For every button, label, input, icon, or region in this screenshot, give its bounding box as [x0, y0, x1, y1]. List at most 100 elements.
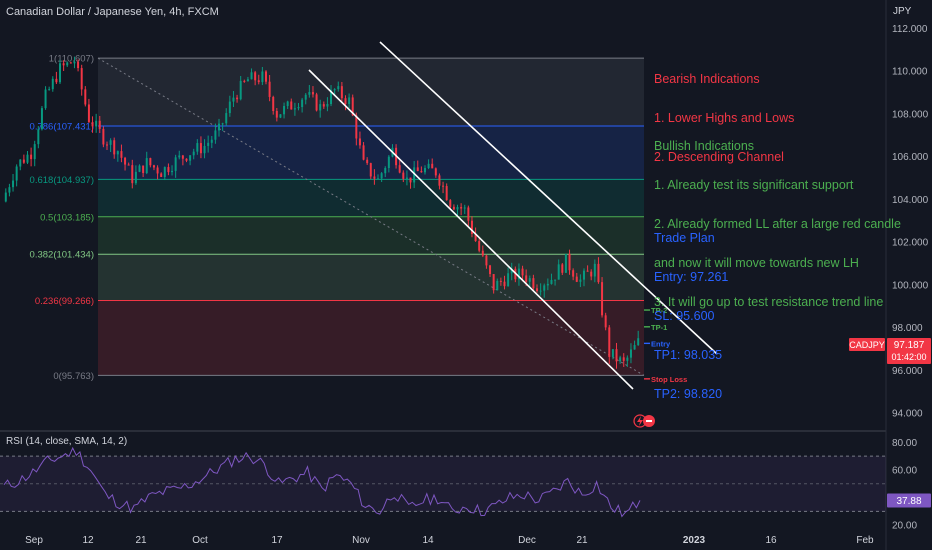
fib-level-label: 0.382(101.434) [30, 250, 94, 261]
candle-body [40, 108, 43, 130]
candle-body [116, 151, 119, 155]
candle-body [358, 138, 361, 146]
candle-body [586, 270, 589, 272]
candle-body [236, 97, 239, 100]
bearish-note-line: Bearish Indications [654, 72, 760, 86]
last-price-symbol: CADJPY [849, 340, 885, 350]
time-tick-label: 2023 [683, 535, 706, 546]
no-entry-icon-bar [646, 420, 652, 422]
candle-body [387, 156, 390, 169]
trade-plan-line: Entry: 97.261 [654, 270, 729, 284]
fib-zone [98, 216, 644, 255]
bullish-note-line: 2. Already formed LL after a large red c… [654, 217, 901, 231]
candle-body [243, 80, 246, 82]
candle-body [239, 80, 242, 100]
candle-body [44, 89, 47, 109]
candle-body [449, 200, 452, 207]
candle-body [160, 173, 163, 178]
candle-body [333, 89, 336, 91]
candle-body [546, 283, 549, 286]
candle-body [507, 273, 510, 287]
candle-body [189, 155, 192, 161]
candle-body [590, 271, 593, 277]
candle-body [84, 89, 87, 105]
candle-body [145, 158, 148, 174]
candle-body [485, 255, 488, 266]
candle-body [261, 71, 264, 83]
bullish-note-line: 3. It will go up to test resistance tren… [654, 295, 884, 309]
fib-zone [98, 254, 644, 301]
candle-body [348, 97, 351, 105]
rsi-line [3, 446, 641, 518]
candle-body [80, 68, 83, 90]
candle-body [304, 94, 307, 100]
candle-body [138, 165, 141, 172]
candle-body [232, 97, 235, 102]
time-tick-label: 21 [576, 535, 588, 546]
candle-body [156, 167, 159, 174]
candle-body [167, 167, 170, 173]
fib-level-label: 0.786(107.431) [30, 122, 94, 133]
candle-body [330, 90, 333, 105]
candle-body [225, 113, 228, 124]
candle-body [481, 250, 484, 256]
candle-body [171, 170, 174, 173]
candle-body [254, 72, 257, 81]
candle-body [510, 268, 513, 274]
candle-body [207, 142, 210, 146]
candle-body [604, 315, 607, 328]
candle-body [221, 123, 224, 125]
candle-body [134, 171, 137, 184]
fib-level-label: 0.5(103.185) [40, 212, 94, 223]
candle-body [246, 79, 249, 82]
candle-body [398, 165, 401, 173]
fib-zone [98, 300, 644, 376]
candle-body [55, 78, 58, 83]
trade-level-label: Stop Loss [651, 375, 687, 384]
candle-body [33, 144, 36, 160]
candle-body [416, 167, 419, 172]
candle-body [308, 92, 311, 95]
candle-body [214, 130, 217, 140]
lightning-icon-glyph [637, 416, 643, 426]
candle-body [127, 164, 130, 166]
trade-level-label: TP-2 [651, 306, 667, 315]
candle-body [442, 185, 445, 187]
candle-body [4, 192, 7, 202]
fib-level-label: 1(110.607) [49, 54, 94, 65]
candle-body [178, 155, 181, 158]
candle-body [445, 186, 448, 201]
price-tick-label: 110.000 [892, 67, 928, 78]
candle-body [554, 279, 557, 281]
fib-level-label: 0.618(104.937) [30, 175, 94, 186]
channel-upper-line [379, 41, 718, 355]
candle-body [196, 143, 199, 152]
candle-body [373, 176, 376, 179]
candle-body [629, 349, 632, 358]
candle-body [62, 63, 65, 66]
bullish-note-line: Bullish Indications [654, 139, 755, 153]
candle-body [174, 157, 177, 171]
candle-body [536, 288, 539, 291]
candle-body [615, 349, 618, 362]
candle-body [489, 265, 492, 275]
candle-body [95, 120, 98, 127]
last-price-countdown: 01:42:00 [891, 352, 926, 362]
candle-body [340, 86, 343, 99]
candle-body [405, 177, 408, 179]
candle-body [377, 178, 380, 180]
candle-body [210, 139, 213, 143]
candle-body [409, 177, 412, 183]
candle-body [601, 282, 604, 316]
candle-body [575, 276, 578, 282]
price-tick-label: 94.000 [892, 409, 923, 420]
rsi-last-value: 37.88 [896, 496, 921, 507]
candle-body [521, 268, 524, 276]
time-tick-label: Feb [856, 535, 874, 546]
candle-body [73, 61, 76, 64]
last-price-value: 97.187 [894, 340, 925, 351]
candle-body [351, 97, 354, 116]
candle-body [91, 122, 94, 127]
candle-body [452, 206, 455, 210]
